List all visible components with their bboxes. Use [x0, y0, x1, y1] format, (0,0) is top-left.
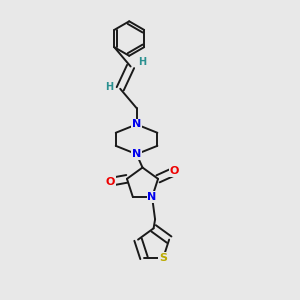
Text: N: N	[132, 119, 141, 129]
Text: S: S	[159, 253, 167, 263]
Text: N: N	[132, 119, 141, 129]
Text: O: O	[170, 167, 179, 176]
Text: H: H	[105, 82, 113, 92]
Text: N: N	[148, 192, 157, 202]
Text: H: H	[138, 57, 146, 67]
Text: O: O	[106, 177, 115, 187]
Text: N: N	[132, 149, 141, 159]
